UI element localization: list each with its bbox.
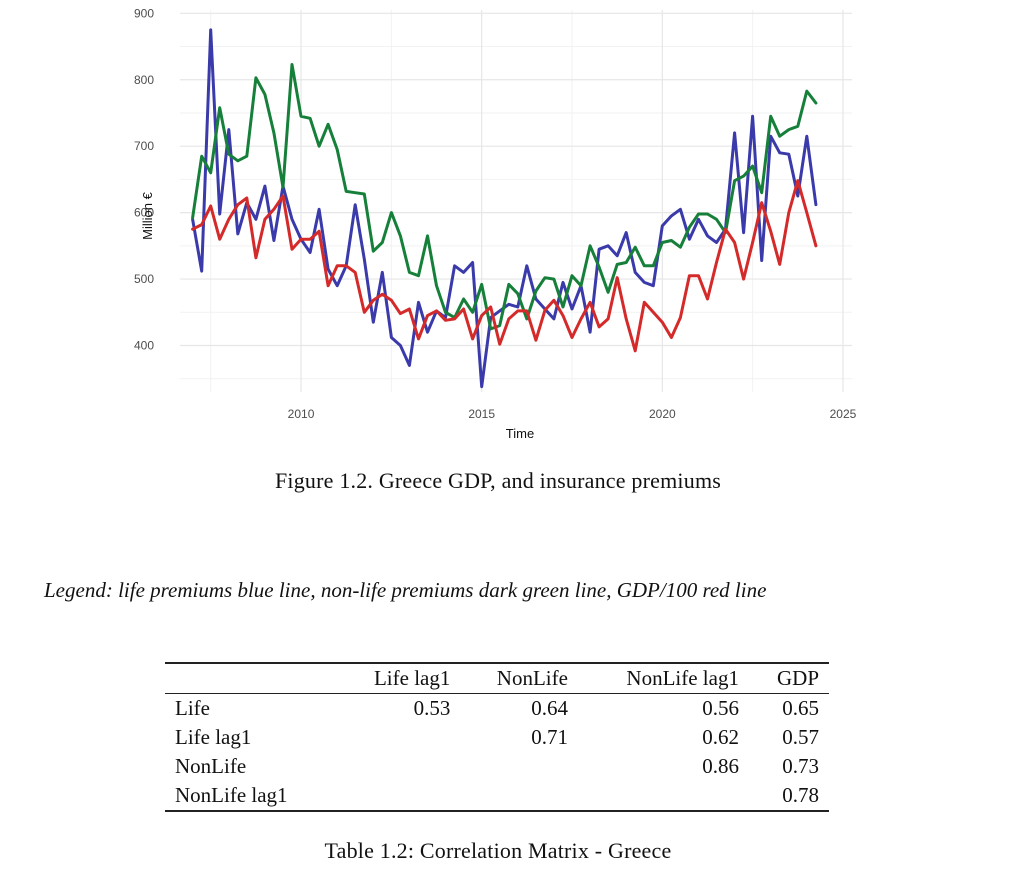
table-cell: 0.62	[702, 725, 739, 749]
y-tick-label: 800	[134, 73, 154, 87]
table-row: Life 0.53 0.64 0.56 0.65	[165, 694, 829, 724]
table-cell: 0.65	[782, 696, 819, 720]
table-cell	[336, 781, 460, 811]
table-cell: 0.71	[531, 725, 568, 749]
table-row: NonLife 0.86 0.73	[165, 752, 829, 781]
column-header: NonLife lag1	[626, 666, 739, 690]
table-cell: 0.53	[413, 696, 451, 720]
table-header-row: Life lag1 NonLife NonLife lag1 GDP	[165, 663, 829, 694]
correlation-table: Life lag1 NonLife NonLife lag1 GDP Life 0.53…	[165, 662, 829, 812]
table-caption: Table 1.2: Correlation Matrix - Greece	[324, 838, 672, 863]
y-tick-label: 400	[134, 338, 154, 352]
x-tick-label: 2020	[649, 407, 676, 421]
column-header	[165, 663, 336, 694]
table-cell	[578, 781, 749, 811]
table-cell	[336, 723, 460, 752]
x-tick-label: 2025	[830, 407, 857, 421]
y-axis-label: Million €	[140, 191, 155, 239]
legend-note: Legend: life premiums blue line, non-lif…	[44, 578, 767, 602]
x-tick-label: 2010	[288, 407, 315, 421]
y-tick-label: 500	[134, 272, 154, 286]
column-header: NonLife	[496, 666, 568, 690]
line-chart: 400 500 600 700 800 900 2010 2015 2020 2025 Time…	[134, 6, 857, 441]
row-header: Life	[175, 696, 210, 720]
x-axis-ticks: 2010 2015 2020 2025	[288, 407, 857, 421]
table-cell	[460, 752, 578, 781]
table-cell: 0.86	[702, 754, 739, 778]
row-header: Life lag1	[175, 725, 252, 749]
x-axis-label: Time	[506, 426, 534, 441]
series-line-3	[191, 179, 818, 353]
x-tick-label: 2015	[468, 407, 495, 421]
y-tick-label: 900	[134, 6, 154, 20]
row-header: NonLife	[175, 754, 247, 778]
table-cell: 0.56	[702, 696, 739, 720]
figure-caption: Figure 1.2. Greece GDP, and insurance pr…	[274, 468, 722, 493]
table-cell	[460, 781, 578, 811]
series-line-2	[191, 63, 818, 331]
table-cell: 0.78	[782, 783, 819, 807]
table-cell: 0.73	[782, 754, 819, 778]
y-axis-ticks: 400 500 600 700 800 900	[134, 6, 154, 352]
table-body: Life 0.53 0.64 0.56 0.65 Life lag1 0.71 0.62 0.5…	[165, 694, 829, 811]
column-header: Life lag1	[373, 666, 451, 690]
chart-series	[191, 28, 818, 389]
table-cell: 0.57	[782, 725, 819, 749]
table-row: Life lag1 0.71 0.62 0.57	[165, 723, 829, 752]
column-header: GDP	[776, 666, 819, 690]
row-header: NonLife lag1	[175, 783, 288, 807]
table-cell: 0.64	[531, 696, 568, 720]
table-cell	[336, 752, 460, 781]
y-tick-label: 700	[134, 139, 154, 153]
table-row: NonLife lag1 0.78	[165, 781, 829, 811]
y-tick-label: 600	[134, 206, 154, 220]
